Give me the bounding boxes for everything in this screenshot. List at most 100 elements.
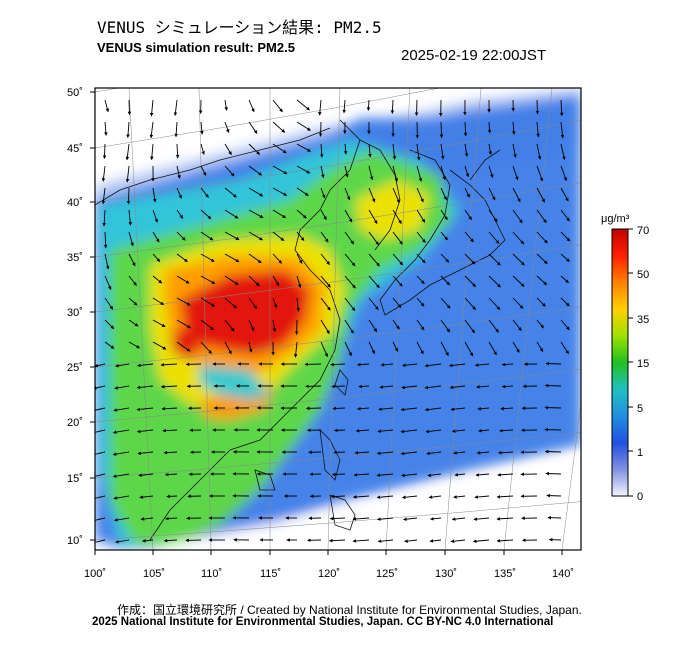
wind-arrow: [487, 121, 492, 134]
wind-arrow: [163, 538, 178, 543]
wind-arrow: [152, 319, 166, 328]
wind-arrow: [400, 407, 418, 412]
wind-arrow: [272, 297, 278, 309]
lat-tick-label: 45˚: [67, 143, 83, 155]
coastline: [469, 149, 501, 181]
wind-arrow: [125, 165, 130, 183]
wind-arrow: [101, 187, 106, 205]
wind-arrow: [368, 275, 380, 289]
wind-arrow: [296, 275, 302, 288]
wind-arrow: [333, 450, 346, 455]
wind-arrow: [453, 451, 466, 455]
wind-arrow: [416, 209, 426, 223]
latitude-line: [95, 88, 121, 93]
wind-arrow: [113, 495, 130, 500]
wind-arrow: [152, 209, 159, 223]
wind-arrow: [95, 495, 106, 499]
wind-arrow: [464, 143, 469, 157]
wind-arrow: [544, 405, 562, 410]
wind-arrow: [344, 165, 349, 178]
wind-arrow: [330, 362, 346, 367]
wind-arrow: [472, 539, 490, 544]
wind-arrow: [464, 341, 474, 357]
timestamp: 2025-02-19 22:00JST: [401, 47, 547, 64]
colorbar-label: 1: [637, 447, 643, 459]
wind-arrow: [477, 406, 490, 411]
wind-arrow: [450, 539, 466, 544]
wind-arrow: [272, 143, 287, 154]
wind-arrow: [200, 319, 214, 331]
wind-arrow: [377, 517, 394, 522]
wind-arrow: [248, 121, 258, 134]
wind-arrow: [175, 143, 180, 159]
wind-arrow: [104, 253, 110, 270]
wind-arrow: [463, 121, 468, 137]
wind-arrow: [440, 165, 446, 181]
lon-tick-label: 105˚: [143, 568, 165, 580]
wind-arrow: [424, 407, 442, 412]
colorbar: μg/m³ 70 50 35 15 5 1 0: [601, 213, 649, 503]
wind-arrow: [176, 209, 184, 219]
wind-arrow: [176, 165, 181, 179]
map-frame: [94, 87, 582, 551]
wind-arrow: [464, 231, 474, 243]
wind-arrow: [536, 297, 546, 307]
colorbar-gradient: [611, 228, 629, 497]
concentration-region: [172, 328, 200, 360]
wind-arrow: [440, 187, 447, 201]
wind-arrow: [440, 275, 451, 286]
wind-arrow: [478, 428, 490, 433]
wind-arrow: [440, 209, 448, 221]
wind-arrow: [377, 429, 394, 433]
wind-arrow: [440, 231, 448, 241]
credit-line-2: 2025 National Institute for Environmenta…: [92, 616, 554, 628]
wind-arrow: [476, 451, 490, 455]
wind-arrow: [104, 99, 110, 113]
wind-arrow: [272, 187, 288, 196]
wind-arrow: [320, 319, 330, 335]
wind-arrow: [430, 517, 442, 521]
wind-arrow: [473, 517, 490, 521]
wind-arrow: [200, 275, 216, 284]
wind-arrow: [497, 473, 514, 477]
wind-arrow: [330, 494, 346, 499]
wind-arrow: [113, 407, 130, 412]
wind-arrow: [112, 429, 130, 434]
wind-arrow: [501, 362, 514, 367]
wind-arrow: [376, 473, 394, 478]
lat-tick-label: 10˚: [67, 535, 83, 547]
wind-arrow: [101, 165, 106, 182]
wind-arrow: [344, 319, 354, 334]
coastline: [359, 139, 401, 251]
wind-arrow: [136, 407, 154, 412]
wind-arrow: [368, 209, 378, 225]
wind-arrow: [166, 494, 178, 499]
wind-arrow: [137, 363, 154, 368]
wind-arrow: [366, 99, 371, 111]
wind-arrow: [164, 472, 178, 477]
lon-tick-label: 140˚: [552, 568, 574, 580]
wind-arrow: [329, 516, 346, 521]
wind-arrow: [499, 428, 514, 433]
colorbar-label: 0: [637, 491, 643, 503]
wind-arrow: [448, 363, 466, 368]
wind-arrow: [102, 143, 107, 159]
wind-arrow: [248, 99, 255, 113]
wind-arrow: [535, 99, 540, 115]
lat-tick-label: 20˚: [67, 417, 83, 429]
wind-arrow: [544, 383, 562, 388]
wind-arrow: [449, 385, 466, 390]
credit-line-1: 作成：国立環境研究所 / Created by National Institu…: [117, 603, 582, 617]
wind-arrow: [296, 231, 305, 241]
map-area: [95, 88, 581, 550]
wind-arrow: [416, 297, 425, 307]
wind-arrow: [416, 143, 421, 161]
wind-arrow: [224, 341, 232, 355]
wind-arrow: [128, 209, 132, 226]
wind-arrow: [176, 253, 188, 262]
wind-arrow: [332, 406, 346, 411]
wind-arrow: [344, 253, 356, 267]
wind-arrow: [512, 143, 517, 158]
colorbar-label: 15: [637, 358, 649, 370]
wind-arrow: [224, 253, 240, 263]
